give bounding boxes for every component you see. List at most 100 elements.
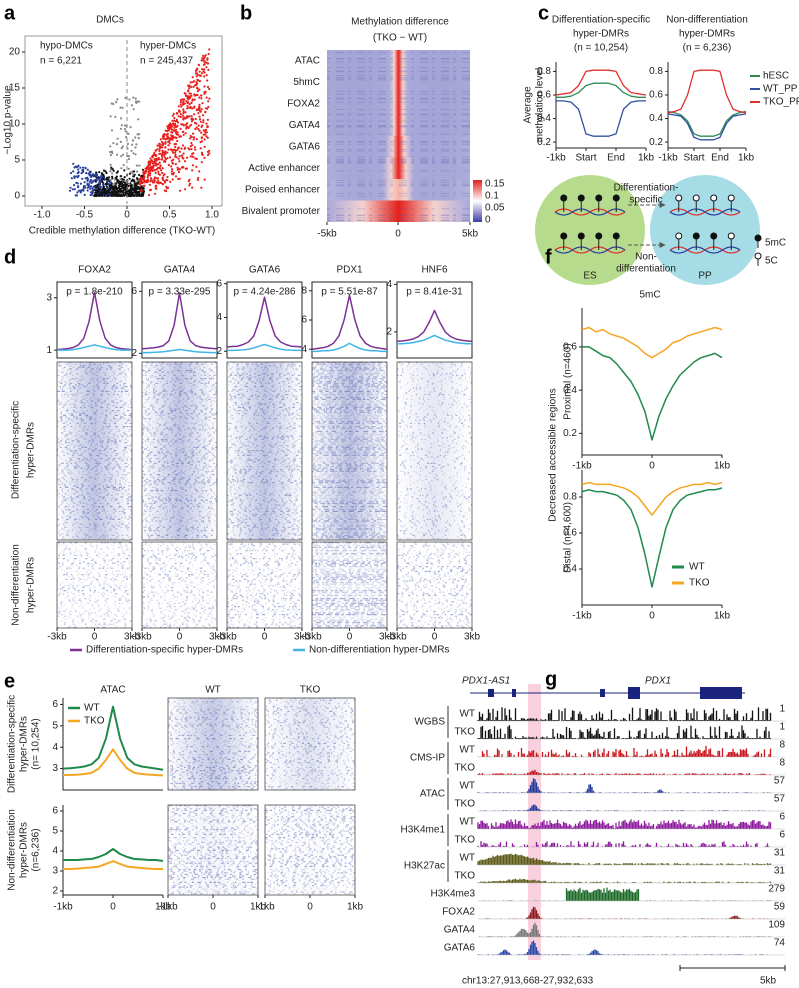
dna <box>554 246 626 254</box>
scatter-point <box>137 137 140 140</box>
scatter-point <box>110 192 113 195</box>
scatter-point <box>104 183 107 186</box>
circle-label: ES <box>583 271 597 282</box>
scatter-point <box>147 174 150 177</box>
scatter-point <box>177 157 180 160</box>
p-value: p = 1.8e-210 <box>66 287 123 298</box>
scatter-point <box>170 165 173 168</box>
scatter-point <box>202 114 205 117</box>
track-label: H3K4me3 <box>431 889 476 900</box>
scatter-point <box>176 121 180 124</box>
scatter-point <box>186 104 189 108</box>
scatter-point <box>201 68 204 71</box>
scatter-point <box>127 132 130 135</box>
scatter-point <box>156 148 159 151</box>
panel-title: (TKO − WT) <box>373 33 427 44</box>
y-tick-label: 1 <box>46 345 52 356</box>
scatter-point <box>154 169 157 172</box>
track-scale: 57 <box>774 776 786 787</box>
row-label: (n= 10,254) <box>31 718 42 769</box>
scatter-point <box>188 148 191 151</box>
line-series <box>667 69 747 114</box>
scatter-point <box>127 190 130 193</box>
scatter-point <box>198 74 201 77</box>
gene-label: PDX1-AS1 <box>462 676 510 687</box>
scatter-point <box>139 194 142 197</box>
panel-title: Methylation difference <box>351 17 449 28</box>
scatter-point <box>179 101 182 104</box>
scatter-point <box>172 129 175 132</box>
scatter-point <box>188 87 191 90</box>
scatter-point <box>101 188 104 192</box>
p-value: p = 5.51e-87 <box>321 287 378 298</box>
scatter-point <box>200 140 204 143</box>
scatter-point <box>98 171 101 174</box>
line-series <box>556 100 646 137</box>
scatter-point <box>182 157 185 160</box>
scatter-point <box>170 131 173 134</box>
scatter-point <box>158 152 161 155</box>
scatter-point <box>183 160 187 163</box>
scatter-point <box>195 165 198 168</box>
scatter-point <box>128 98 131 101</box>
y-tick-label: 6 <box>131 286 137 297</box>
scatter-point <box>84 177 87 180</box>
scatter-point <box>171 134 174 137</box>
track-group: WGBS <box>414 717 445 728</box>
row-label: Poised enhancer <box>245 184 321 195</box>
scatter-point <box>155 184 158 187</box>
track-scale: 109 <box>768 920 785 931</box>
scatter-point <box>130 104 133 107</box>
scatter-point <box>133 179 136 182</box>
scatter-point <box>181 102 185 105</box>
scatter-point <box>135 194 138 197</box>
scatter-point <box>197 124 200 127</box>
legend-label: Non-differentiation hyper-DMRs <box>309 645 449 656</box>
scatter-point <box>79 182 82 185</box>
x-tick-label: 0 <box>92 632 98 643</box>
scatter-point <box>142 191 145 195</box>
heatmap-center <box>265 805 355 895</box>
scatter-point <box>180 154 184 157</box>
scatter-point <box>110 166 113 169</box>
plot-title: WT <box>205 685 221 696</box>
row-label: Non-differentiation <box>7 809 18 891</box>
scatter-point <box>191 169 194 172</box>
heatmap-row <box>327 179 470 201</box>
scatter-point <box>162 174 165 177</box>
scatter-point <box>131 194 134 197</box>
scatter-point <box>167 148 170 151</box>
scatter-point <box>111 168 114 171</box>
scatter-point <box>164 129 167 132</box>
y-tick-label: 0.6 <box>563 342 577 353</box>
line-series <box>63 860 163 870</box>
line-series <box>667 110 747 137</box>
scatter-point <box>197 112 200 115</box>
scatter-point <box>120 194 123 197</box>
scatter-point <box>119 106 122 109</box>
y-tick-label: 20 <box>9 47 21 58</box>
line-series <box>581 326 723 359</box>
y-tick-label: 2 <box>386 327 392 338</box>
scatter-point <box>96 183 99 186</box>
scatter-point <box>193 98 196 101</box>
scatter-point <box>107 191 110 194</box>
track-scale: 1 <box>779 704 785 715</box>
y-tick-label: 0.4 <box>537 113 551 124</box>
scatter-point <box>157 179 160 182</box>
y-tick-label: 6 <box>52 699 58 710</box>
track-scale: 6 <box>779 830 785 841</box>
scatter-point <box>86 168 89 171</box>
scatter-point <box>196 93 199 97</box>
scatter-point <box>87 183 90 186</box>
scatter-point <box>170 123 173 126</box>
scatter-point <box>109 115 112 118</box>
scatter-point <box>136 133 139 136</box>
arrow-label: Non- <box>635 252 657 263</box>
scatter-point <box>160 140 163 144</box>
scatter-point <box>119 117 123 120</box>
scatter-point <box>190 148 193 151</box>
scatter-point <box>81 169 84 172</box>
scatter-point <box>89 193 92 196</box>
scatter-point <box>72 170 75 173</box>
